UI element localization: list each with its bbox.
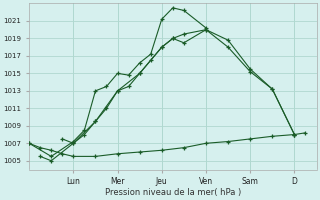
- X-axis label: Pression niveau de la mer( hPa ): Pression niveau de la mer( hPa ): [105, 188, 241, 197]
